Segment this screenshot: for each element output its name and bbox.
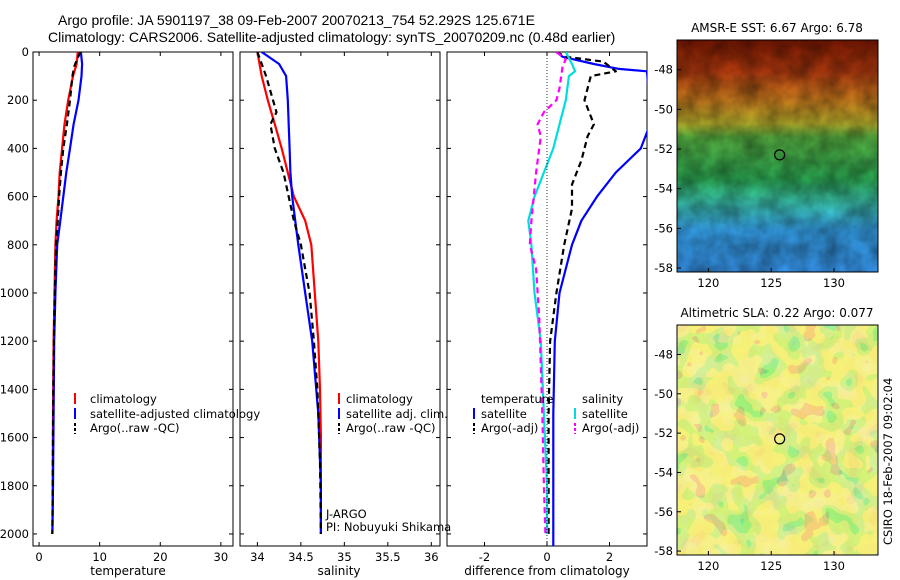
sst-lat-label: -52 [654, 142, 673, 156]
depth-tick-label: 1600 [0, 431, 29, 445]
salinity-tick-label: 34.5 [288, 550, 314, 564]
temperature-satellite-adjusted-climatology-line [51, 52, 84, 535]
sst-map [676, 39, 879, 273]
sst-lat-label: -58 [654, 261, 673, 275]
legend-label-sal-argo: Argo(-adj) [582, 421, 639, 435]
salinity-tick-label: 34 [250, 550, 265, 564]
difference-axes: -2 0 2 [447, 51, 647, 564]
sla-map-axes: 120 125 130 -48 -50 -52 -54 -56 -58 [654, 347, 845, 573]
legend-label-argo: Argo(..raw -QC) [90, 421, 180, 435]
difference-x-label: difference from climatology [464, 564, 630, 578]
figure-title-line-2: Climatology: CARS2006. Satellite-adjuste… [48, 29, 616, 45]
legend-label-satellite-adj: satellite adj. clim. [346, 407, 448, 421]
difference-salinity-argo-adj-line [528, 52, 567, 535]
legend-label-sal-satellite: satellite [582, 407, 628, 421]
sst-lat-label: -54 [654, 182, 673, 196]
sst-lat-label: -56 [654, 221, 673, 235]
depth-tick-label: 600 [7, 190, 29, 204]
temperature-argo-raw-qc-line [51, 52, 82, 535]
sst-map-title: AMSR-E SST: 6.67 Argo: 6.78 [691, 21, 863, 35]
salinity-tick-label: 35 [337, 550, 352, 564]
difference-legend: temperature satellite Argo(-adj) salinit… [473, 392, 639, 435]
legend-label-climatology: climatology [346, 392, 413, 406]
legend-group-temperature: temperature [481, 392, 553, 406]
credit-timestamp: CSIRO 18-Feb-2007 09:02:04 [881, 378, 895, 545]
difference-tick-label: 2 [606, 550, 613, 564]
argo-position-marker [774, 149, 786, 161]
sla-lon-label: 125 [760, 559, 782, 573]
salinity-legend: climatology satellite adj. clim. Argo(..… [338, 392, 448, 435]
sla-lat-label: -58 [654, 544, 673, 558]
temperature-plot-frame [32, 51, 234, 547]
sst-lon-label: 120 [697, 276, 719, 290]
legend-group-salinity: salinity [582, 392, 623, 406]
salinity-satellite-adj-clim-line [261, 52, 322, 534]
sst-lon-label: 130 [823, 276, 845, 290]
legend-label-satellite-adjusted: satellite-adjusted climatology [90, 407, 260, 421]
sla-lat-label: -56 [654, 505, 673, 519]
temperature-legend: climatology satellite-adjusted climatolo… [74, 392, 260, 435]
salinity-x-label: salinity [317, 564, 360, 578]
depth-tick-label: 400 [7, 141, 29, 155]
sla-lat-label: -54 [654, 465, 673, 479]
depth-tick-label: 200 [7, 93, 29, 107]
salinity-argo-raw-qc-line [256, 52, 322, 535]
temperature-tick-label: 30 [214, 550, 229, 564]
salinity-climatology-line [256, 52, 322, 534]
temperature-x-label: temperature [90, 564, 165, 578]
legend-label-temp-argo: Argo(-adj) [481, 421, 538, 435]
sla-lon-label: 120 [697, 559, 719, 573]
salinity-series [256, 52, 322, 535]
sst-map-frame [676, 39, 879, 273]
temperature-tick-label: 10 [92, 550, 107, 564]
salinity-axes: 34 34.5 35 35.5 36 [240, 51, 440, 564]
difference-series [527, 52, 647, 546]
difference-tick-label: 0 [543, 550, 550, 564]
depth-tick-label: 1800 [0, 479, 29, 493]
salinity-tick-label: 36 [424, 550, 439, 564]
legend-label-climatology: climatology [90, 392, 157, 406]
sla-map [676, 324, 879, 556]
depth-tick-label: 0 [22, 45, 29, 59]
argo-position-marker [774, 433, 786, 445]
temperature-series [51, 52, 84, 535]
sst-texture [677, 40, 878, 272]
temperature-tick-label: 20 [153, 550, 168, 564]
sst-lon-label: 125 [760, 276, 782, 290]
sst-lat-label: -50 [654, 102, 673, 116]
depth-tick-label: 2000 [0, 527, 29, 541]
sla-lon-label: 130 [823, 559, 845, 573]
sla-lat-label: -50 [654, 387, 673, 401]
salinity-plot-frame [239, 51, 441, 547]
difference-temperature-satellite-line [552, 52, 647, 546]
sla-lat-label: -48 [654, 347, 673, 361]
sla-lat-label: -52 [654, 426, 673, 440]
pi-annotation: PI: Nobuyuki Shikama [326, 520, 451, 534]
sla-field [677, 325, 878, 555]
depth-tick-label: 800 [7, 238, 29, 252]
project-annotation: J-ARGO [325, 507, 367, 521]
legend-label-temp-satellite: satellite [481, 407, 527, 421]
sst-lat-label: -48 [654, 63, 673, 77]
figure-title-line-1: Argo profile: JA 5901197_38 09-Feb-2007 … [58, 12, 535, 28]
sla-map-title: Altimetric SLA: 0.22 Argo: 0.077 [680, 306, 873, 320]
sla-map-frame [676, 324, 879, 556]
temperature-tick-label: 0 [35, 550, 42, 564]
salinity-tick-label: 35.5 [375, 550, 401, 564]
depth-tick-label: 1000 [0, 286, 29, 300]
difference-salinity-satellite-line [527, 52, 577, 534]
legend-label-argo: Argo(..raw -QC) [346, 421, 436, 435]
sst-map-axes: 120 125 130 -48 -50 -52 -54 -56 -58 [654, 63, 845, 290]
depth-tick-label: 1400 [0, 382, 29, 396]
temperature-axes: 0 200 400 600 800 1000 1200 1400 1600 1800 2000 0 10… [0, 45, 233, 564]
depth-tick-label: 1200 [0, 334, 29, 348]
difference-tick-label: -2 [479, 550, 490, 564]
